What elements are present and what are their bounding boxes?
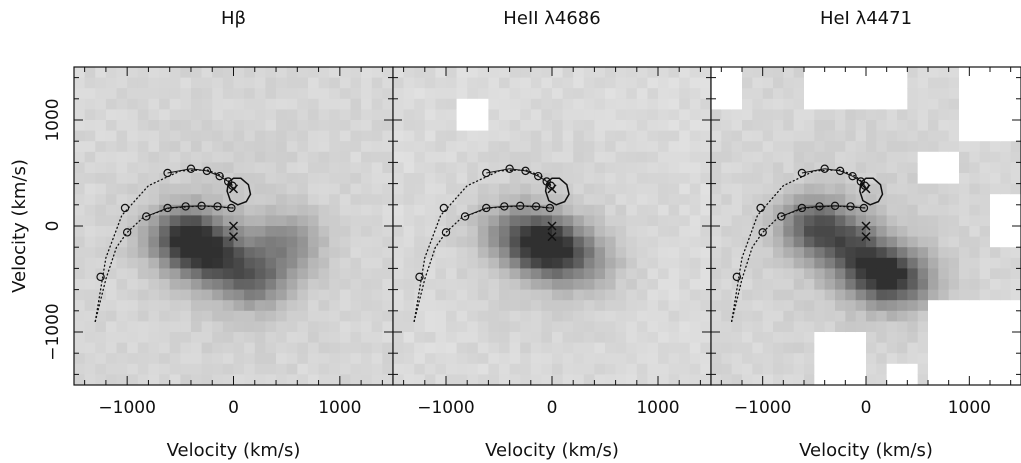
keplerian-marker [460,212,470,221]
keplerian-marker [122,228,132,237]
ballistic-marker [820,164,829,173]
keplerian-marker [859,203,869,213]
center-of-mass-cross [228,232,239,242]
ballistic-marker [848,171,857,181]
ballistic-marker [439,203,449,213]
keplerian-stream-trajectory [731,205,867,323]
ballistic-marker [534,171,543,181]
ballistic-marker [505,164,514,173]
x-axis-label: Velocity (km/s) [799,440,933,461]
ballistic-marker [202,166,212,176]
center-of-mass-cross [547,184,557,194]
keplerian-marker [441,228,451,237]
x-tick-label: 0 [228,398,239,418]
ballistic-marker [120,203,130,213]
x-tick-label: 1000 [318,398,361,418]
intensity-map [393,67,711,385]
y-tick-label: 1000 [43,98,63,141]
keplerian-marker [197,201,206,211]
keplerian-marker [500,202,509,211]
panel-hei-4471: −1000 0 1000 HeI λ4471 Velocity (km/s) [710,8,1021,461]
center-of-mass-cross [228,221,239,231]
panel-title: HeI λ4471 [820,8,912,29]
y-tick-label: −1000 [43,303,63,361]
center-of-mass-cross [228,184,239,194]
keplerian-marker [830,201,840,211]
x-tick-label: 1000 [636,398,679,418]
panel-title: Hβ [221,8,246,29]
x-axis-label: Velocity (km/s) [167,440,301,461]
ballistic-marker [797,168,807,178]
ballistic-marker [215,171,224,181]
ballistic-marker [482,168,491,178]
keplerian-marker [797,203,807,213]
keplerian-marker [227,203,236,213]
intensity-map [74,67,393,385]
ballistic-marker [835,166,845,176]
keplerian-marker [846,202,855,211]
x-tick-label: −1000 [98,398,156,418]
keplerian-marker [516,201,525,211]
ballistic-marker [732,272,742,282]
keplerian-marker [758,228,767,237]
keplerian-marker [163,203,172,213]
x-tick-label: −1000 [417,398,475,418]
ballistic-marker [96,272,105,282]
y-tick-label: 0 [43,221,63,232]
keplerian-marker [531,202,541,211]
keplerian-marker [213,202,222,211]
ballistic-marker [163,168,172,178]
center-of-mass-cross [861,221,871,231]
keplerian-marker [777,212,786,221]
keplerian-marker [815,202,824,211]
x-axis-label: Velocity (km/s) [485,440,619,461]
panel-h-beta: −1000 0 1000 −1000 0 1000 Hβ Velocity (km/s) [43,8,394,461]
center-of-mass-cross [547,232,557,242]
keplerian-marker [142,212,151,221]
ballistic-marker [415,272,424,282]
y-axis-label: Velocity (km/s) [9,159,30,293]
roche-lobe-outline [544,177,570,206]
center-of-mass-cross [547,221,557,231]
keplerian-marker [181,202,190,211]
center-of-mass-cross [861,232,871,242]
intensity-map [711,67,1021,385]
center-of-mass-cross [861,184,871,194]
roche-lobe-outline [859,177,884,206]
keplerian-marker [545,203,555,213]
panel-title: HeII λ4686 [503,8,600,29]
x-tick-label: 0 [861,398,872,418]
keplerian-marker [482,203,491,213]
x-tick-label: 1000 [948,398,991,418]
x-tick-label: −1000 [734,398,792,418]
ballistic-stream-trajectory [731,169,867,323]
ballistic-marker [186,164,196,173]
ballistic-marker [756,203,765,213]
panel-heii-4686: −1000 0 1000 HeII λ4686 Velocity (km/s) [392,8,712,461]
roche-lobe-outline [226,177,252,206]
ballistic-marker [521,166,530,176]
x-tick-label: 0 [547,398,558,418]
